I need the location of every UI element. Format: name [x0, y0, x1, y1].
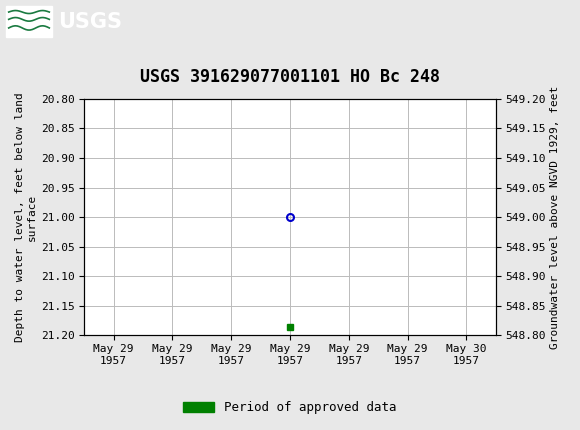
- Y-axis label: Groundwater level above NGVD 1929, feet: Groundwater level above NGVD 1929, feet: [550, 86, 560, 349]
- Y-axis label: Depth to water level, feet below land
surface: Depth to water level, feet below land su…: [15, 92, 37, 342]
- Text: USGS: USGS: [58, 12, 122, 31]
- Text: USGS 391629077001101 HO Bc 248: USGS 391629077001101 HO Bc 248: [140, 68, 440, 86]
- Legend: Period of approved data: Period of approved data: [178, 396, 402, 419]
- Bar: [6, 6, 52, 37]
